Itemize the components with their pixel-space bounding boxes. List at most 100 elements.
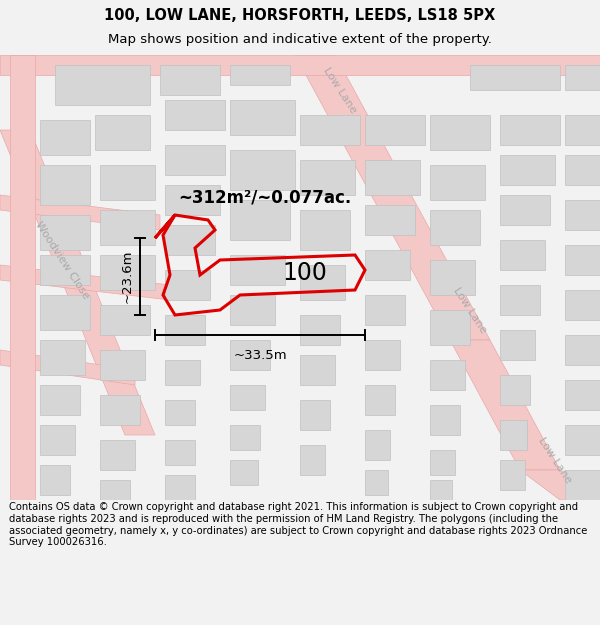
- Polygon shape: [500, 330, 535, 360]
- Polygon shape: [230, 150, 295, 190]
- Text: ~33.5m: ~33.5m: [233, 349, 287, 362]
- Polygon shape: [165, 400, 195, 425]
- Text: 100: 100: [283, 261, 328, 285]
- Text: 100, LOW LANE, HORSFORTH, LEEDS, LS18 5PX: 100, LOW LANE, HORSFORTH, LEEDS, LS18 5P…: [104, 8, 496, 23]
- Polygon shape: [0, 265, 170, 300]
- Polygon shape: [230, 425, 260, 450]
- Polygon shape: [430, 310, 470, 345]
- Polygon shape: [40, 385, 80, 415]
- Polygon shape: [100, 165, 155, 200]
- Polygon shape: [40, 425, 75, 455]
- Polygon shape: [230, 100, 295, 135]
- Polygon shape: [300, 210, 350, 250]
- Polygon shape: [430, 165, 485, 200]
- Polygon shape: [165, 100, 225, 130]
- Text: Low Lane: Low Lane: [452, 285, 488, 335]
- Polygon shape: [0, 350, 135, 385]
- Polygon shape: [230, 385, 265, 410]
- Polygon shape: [365, 470, 388, 495]
- Polygon shape: [40, 255, 90, 285]
- Polygon shape: [165, 225, 215, 255]
- Polygon shape: [0, 55, 600, 75]
- Polygon shape: [520, 470, 600, 500]
- Polygon shape: [565, 425, 600, 455]
- Polygon shape: [100, 210, 155, 245]
- Polygon shape: [100, 350, 145, 380]
- Text: ~312m²/~0.077ac.: ~312m²/~0.077ac.: [178, 188, 351, 206]
- Polygon shape: [365, 160, 420, 195]
- Polygon shape: [40, 295, 90, 330]
- Polygon shape: [160, 65, 220, 95]
- Polygon shape: [100, 480, 130, 500]
- Polygon shape: [295, 55, 490, 340]
- Polygon shape: [165, 315, 205, 345]
- Polygon shape: [500, 240, 545, 270]
- Polygon shape: [450, 340, 560, 470]
- Polygon shape: [565, 380, 600, 410]
- Text: Woodview Close: Woodview Close: [33, 219, 91, 301]
- Polygon shape: [230, 340, 270, 370]
- Polygon shape: [165, 475, 195, 500]
- Polygon shape: [40, 465, 70, 495]
- Polygon shape: [365, 295, 405, 325]
- Text: Low Lane: Low Lane: [322, 65, 358, 115]
- Polygon shape: [500, 155, 555, 185]
- Polygon shape: [430, 480, 452, 500]
- Polygon shape: [500, 460, 525, 490]
- Polygon shape: [300, 115, 360, 145]
- Polygon shape: [0, 130, 155, 435]
- Text: Low Lane: Low Lane: [536, 435, 574, 485]
- Polygon shape: [430, 450, 455, 475]
- Polygon shape: [565, 155, 600, 185]
- Polygon shape: [365, 340, 400, 370]
- Polygon shape: [470, 65, 560, 90]
- Polygon shape: [230, 65, 290, 85]
- Polygon shape: [565, 290, 600, 320]
- Polygon shape: [100, 255, 155, 290]
- Polygon shape: [500, 115, 560, 145]
- Polygon shape: [565, 115, 600, 145]
- Polygon shape: [10, 55, 35, 500]
- Polygon shape: [565, 245, 600, 275]
- Polygon shape: [500, 285, 540, 315]
- Polygon shape: [365, 385, 395, 415]
- Polygon shape: [300, 445, 325, 475]
- Polygon shape: [165, 360, 200, 385]
- Polygon shape: [95, 115, 150, 150]
- Polygon shape: [365, 115, 425, 145]
- Polygon shape: [430, 115, 490, 150]
- Polygon shape: [500, 375, 530, 405]
- Polygon shape: [230, 200, 290, 240]
- Polygon shape: [100, 440, 135, 470]
- Polygon shape: [165, 270, 210, 300]
- Polygon shape: [365, 205, 415, 235]
- Polygon shape: [365, 430, 390, 460]
- Text: Contains OS data © Crown copyright and database right 2021. This information is : Contains OS data © Crown copyright and d…: [9, 503, 587, 548]
- Polygon shape: [430, 210, 480, 245]
- Polygon shape: [300, 265, 345, 300]
- Polygon shape: [230, 255, 285, 285]
- Polygon shape: [165, 145, 225, 175]
- Polygon shape: [230, 295, 275, 325]
- Polygon shape: [430, 360, 465, 390]
- Polygon shape: [300, 400, 330, 430]
- Polygon shape: [430, 260, 475, 295]
- Text: ~23.6m: ~23.6m: [121, 250, 134, 303]
- Polygon shape: [500, 420, 527, 450]
- Polygon shape: [40, 165, 90, 205]
- Polygon shape: [300, 160, 355, 195]
- Polygon shape: [565, 200, 600, 230]
- Text: Map shows position and indicative extent of the property.: Map shows position and indicative extent…: [108, 33, 492, 46]
- Polygon shape: [300, 315, 340, 345]
- Polygon shape: [565, 335, 600, 365]
- Polygon shape: [430, 405, 460, 435]
- Polygon shape: [0, 195, 160, 230]
- Polygon shape: [165, 440, 195, 465]
- Polygon shape: [165, 185, 220, 215]
- Polygon shape: [55, 65, 150, 105]
- Polygon shape: [40, 340, 85, 375]
- Polygon shape: [40, 120, 90, 155]
- Polygon shape: [300, 355, 335, 385]
- Polygon shape: [230, 460, 258, 485]
- Polygon shape: [100, 305, 150, 335]
